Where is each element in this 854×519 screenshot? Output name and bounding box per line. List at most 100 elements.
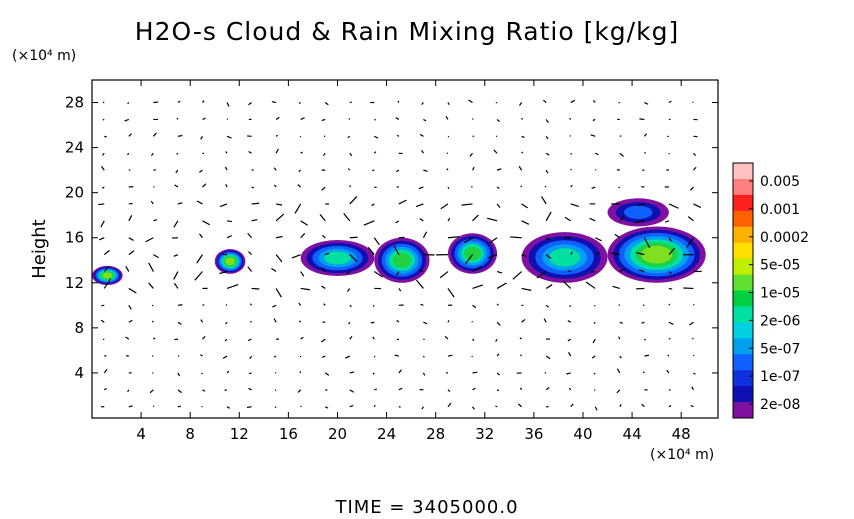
- wind-vector: [545, 169, 549, 174]
- wind-vector: [276, 235, 283, 239]
- wind-vector: [521, 151, 524, 154]
- wind-vector: [371, 203, 375, 207]
- wind-vector: [545, 211, 552, 222]
- wind-vector: [300, 271, 305, 277]
- wind-vector: [300, 405, 302, 408]
- wind-vector: [593, 321, 596, 324]
- colorbar-swatch: [733, 306, 753, 323]
- wind-vector: [423, 118, 427, 122]
- wind-vector: [472, 406, 475, 410]
- wind-vector: [447, 218, 451, 222]
- wind-vector: [225, 151, 228, 154]
- wind-vector: [224, 338, 228, 342]
- wind-vector: [125, 336, 130, 340]
- wind-vector: [124, 118, 130, 122]
- y-tick-label: 4: [74, 364, 84, 382]
- wind-vector: [200, 354, 203, 357]
- wind-vector: [570, 168, 572, 171]
- wind-vector: [440, 203, 449, 210]
- wind-vector: [496, 282, 507, 289]
- wind-vector: [299, 371, 302, 374]
- colorbar-label: 0.0002: [760, 230, 809, 246]
- wind-vector: [521, 287, 532, 291]
- wind-vector: [569, 304, 572, 308]
- wind-vector: [248, 150, 252, 154]
- colorbar: 0.005 0.001 0.0002 5e-05 1e-05 2e-06 5e-07 1e-0…: [732, 162, 809, 419]
- wind-vector: [566, 372, 571, 375]
- wind-vector: [200, 136, 203, 140]
- wind-vector: [320, 338, 326, 343]
- colorbar-swatch: [733, 386, 753, 403]
- wind-vector: [196, 254, 203, 264]
- wind-vector: [128, 287, 137, 294]
- wind-vector: [668, 100, 672, 104]
- wind-vector: [200, 319, 203, 323]
- wind-vector: [690, 405, 694, 408]
- wind-vector: [692, 354, 695, 357]
- wind-vector: [273, 355, 277, 358]
- y-tick-label: 28: [65, 94, 84, 112]
- wind-vector: [396, 134, 400, 137]
- colorbar-swatch: [733, 242, 753, 260]
- wind-vector: [128, 133, 133, 137]
- wind-vector: [420, 303, 424, 306]
- wind-vector: [447, 402, 452, 408]
- wind-vector: [300, 233, 306, 239]
- y-axis-label: Height: [29, 219, 50, 279]
- wind-vector: [177, 321, 182, 325]
- wind-vector: [667, 354, 670, 357]
- wind-vector: [202, 183, 207, 188]
- colorbar-swatch: [733, 402, 753, 419]
- wind-vector: [173, 220, 179, 228]
- wind-vector: [463, 237, 473, 244]
- wind-vector: [465, 254, 473, 265]
- wind-vector: [367, 246, 375, 256]
- wind-vector: [101, 152, 105, 156]
- wind-vector: [300, 220, 308, 226]
- wind-vector: [320, 267, 326, 272]
- wind-vector: [636, 203, 645, 207]
- cloud-contour-band: [324, 251, 351, 265]
- wind-vector: [447, 236, 460, 239]
- wind-vector: [496, 372, 500, 376]
- wind-vector: [592, 100, 596, 103]
- wind-vector: [472, 214, 479, 222]
- wind-vector: [374, 118, 376, 121]
- wind-vector: [347, 135, 351, 139]
- wind-vector: [643, 237, 651, 249]
- wind-vector: [226, 118, 229, 120]
- wind-vector: [544, 185, 547, 188]
- wind-vector: [668, 303, 671, 306]
- wind-vector: [127, 152, 130, 156]
- wind-vector: [398, 199, 407, 205]
- wind-vector: [444, 335, 449, 340]
- wind-vector: [224, 389, 228, 392]
- wind-vector: [668, 287, 673, 290]
- wind-vector: [177, 134, 183, 137]
- wind-vector: [196, 200, 203, 205]
- wind-vector: [153, 219, 158, 222]
- wind-vector: [536, 271, 547, 279]
- wind-vector: [202, 335, 206, 340]
- wind-vector: [222, 355, 228, 360]
- colorbar-frame: [732, 162, 754, 419]
- wind-vector: [300, 287, 311, 291]
- wind-vector: [468, 99, 473, 104]
- wind-vector: [496, 186, 500, 189]
- x-tick-label: 36: [524, 425, 543, 443]
- wind-vector: [693, 152, 697, 156]
- wind-vector: [398, 288, 402, 292]
- wind-vector: [395, 117, 400, 120]
- wind-vector: [249, 355, 253, 360]
- wind-vector: [496, 353, 500, 357]
- wind-vector: [298, 169, 302, 173]
- wind-vector: [668, 247, 676, 256]
- wind-vector: [177, 100, 181, 104]
- colorbar-swatch: [733, 163, 753, 180]
- wind-vector: [103, 278, 112, 289]
- wind-vector: [668, 271, 673, 275]
- wind-vector: [644, 338, 647, 341]
- wind-vector: [521, 220, 530, 225]
- wind-vector: [496, 270, 503, 274]
- wind-vector: [173, 282, 179, 289]
